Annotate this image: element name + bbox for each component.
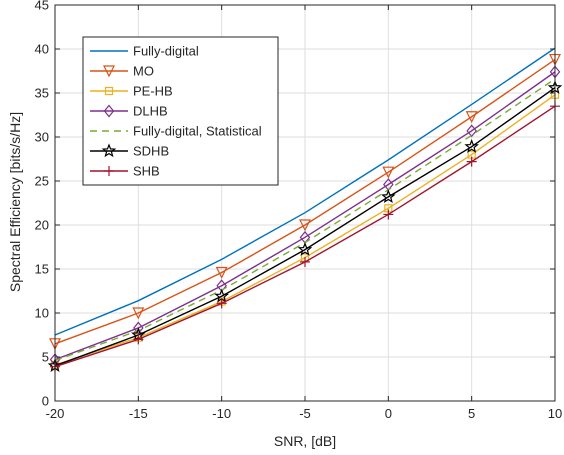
y-tick-label: 0: [42, 394, 49, 409]
legend-item: SDHB: [90, 143, 169, 159]
series-group: [47, 47, 563, 372]
legend-item: Fully-digital, Statistical: [90, 124, 262, 139]
legend-label: SHB: [133, 164, 160, 179]
data-point-triangle: [103, 65, 115, 78]
x-tick-label: -20: [46, 406, 65, 421]
data-point-diamond: [103, 104, 115, 118]
legend-label: DLHB: [133, 104, 168, 119]
y-tick-label: 10: [35, 306, 49, 321]
data-point-plus: [133, 334, 144, 345]
legend-label: Fully-digital: [133, 44, 199, 59]
data-point-plus: [216, 298, 227, 309]
legend-label: MO: [133, 64, 154, 79]
data-point-plus: [383, 209, 394, 220]
data-point-triangle: [465, 111, 478, 124]
y-tick-label: 25: [35, 174, 49, 189]
y-tick-label: 5: [42, 350, 49, 365]
x-tick-label: -5: [299, 406, 311, 421]
data-point-plus: [300, 256, 310, 267]
x-axis-label: SNR, [dB]: [274, 433, 336, 449]
data-point-diamond: [133, 321, 144, 335]
series-1: [49, 53, 561, 351]
series-line: [54, 58, 556, 345]
data-point-plus: [104, 166, 114, 176]
legend-item: PE-HB: [90, 84, 173, 99]
legend-item: DLHB: [90, 104, 168, 119]
data-point-star: [464, 139, 479, 153]
data-point-triangle: [215, 266, 228, 279]
data-point-square: [104, 86, 114, 96]
x-tick-label: 0: [385, 406, 392, 421]
series-0: [54, 47, 556, 336]
legend-item: SHB: [90, 164, 160, 179]
data-point-star: [297, 241, 313, 256]
legend-item: MO: [90, 64, 154, 79]
data-point-star: [101, 143, 117, 158]
data-point-star: [381, 189, 396, 204]
data-point-triangle: [382, 166, 395, 179]
series-line: [54, 47, 556, 336]
legend-label: PE-HB: [133, 84, 173, 99]
x-tick-label: 10: [548, 406, 562, 421]
y-tick-label: 15: [35, 262, 49, 277]
y-tick-label: 30: [35, 130, 49, 145]
data-point-plus: [466, 156, 477, 167]
x-tick-label: -10: [212, 406, 231, 421]
y-tick-label: 45: [35, 0, 49, 13]
y-axis-label: Spectral Efficiency [bits/s/Hz]: [7, 112, 23, 292]
axes-group: -20 -15 -10 -5 0 5 10 0 5 10 15 20 25 30 35 40 45: [35, 0, 563, 421]
data-point-diamond: [466, 124, 477, 138]
data-point-triangle: [299, 219, 311, 232]
data-point-triangle: [132, 307, 145, 320]
x-tick-label: 5: [468, 406, 475, 421]
legend: Fully-digital MO PE-HB DLHB Fully-digital, S…: [82, 36, 279, 186]
legend-item: Fully-digital: [90, 44, 199, 59]
y-tick-label: 20: [35, 218, 49, 233]
legend-label: SDHB: [133, 144, 169, 159]
legend-label: Fully-digital, Statistical: [133, 124, 262, 139]
y-tick-label: 35: [35, 86, 49, 101]
y-tick-label: 40: [35, 42, 49, 57]
x-tick-label: -15: [129, 406, 148, 421]
